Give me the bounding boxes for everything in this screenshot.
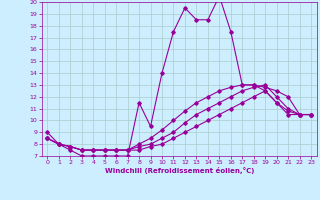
X-axis label: Windchill (Refroidissement éolien,°C): Windchill (Refroidissement éolien,°C)	[105, 167, 254, 174]
